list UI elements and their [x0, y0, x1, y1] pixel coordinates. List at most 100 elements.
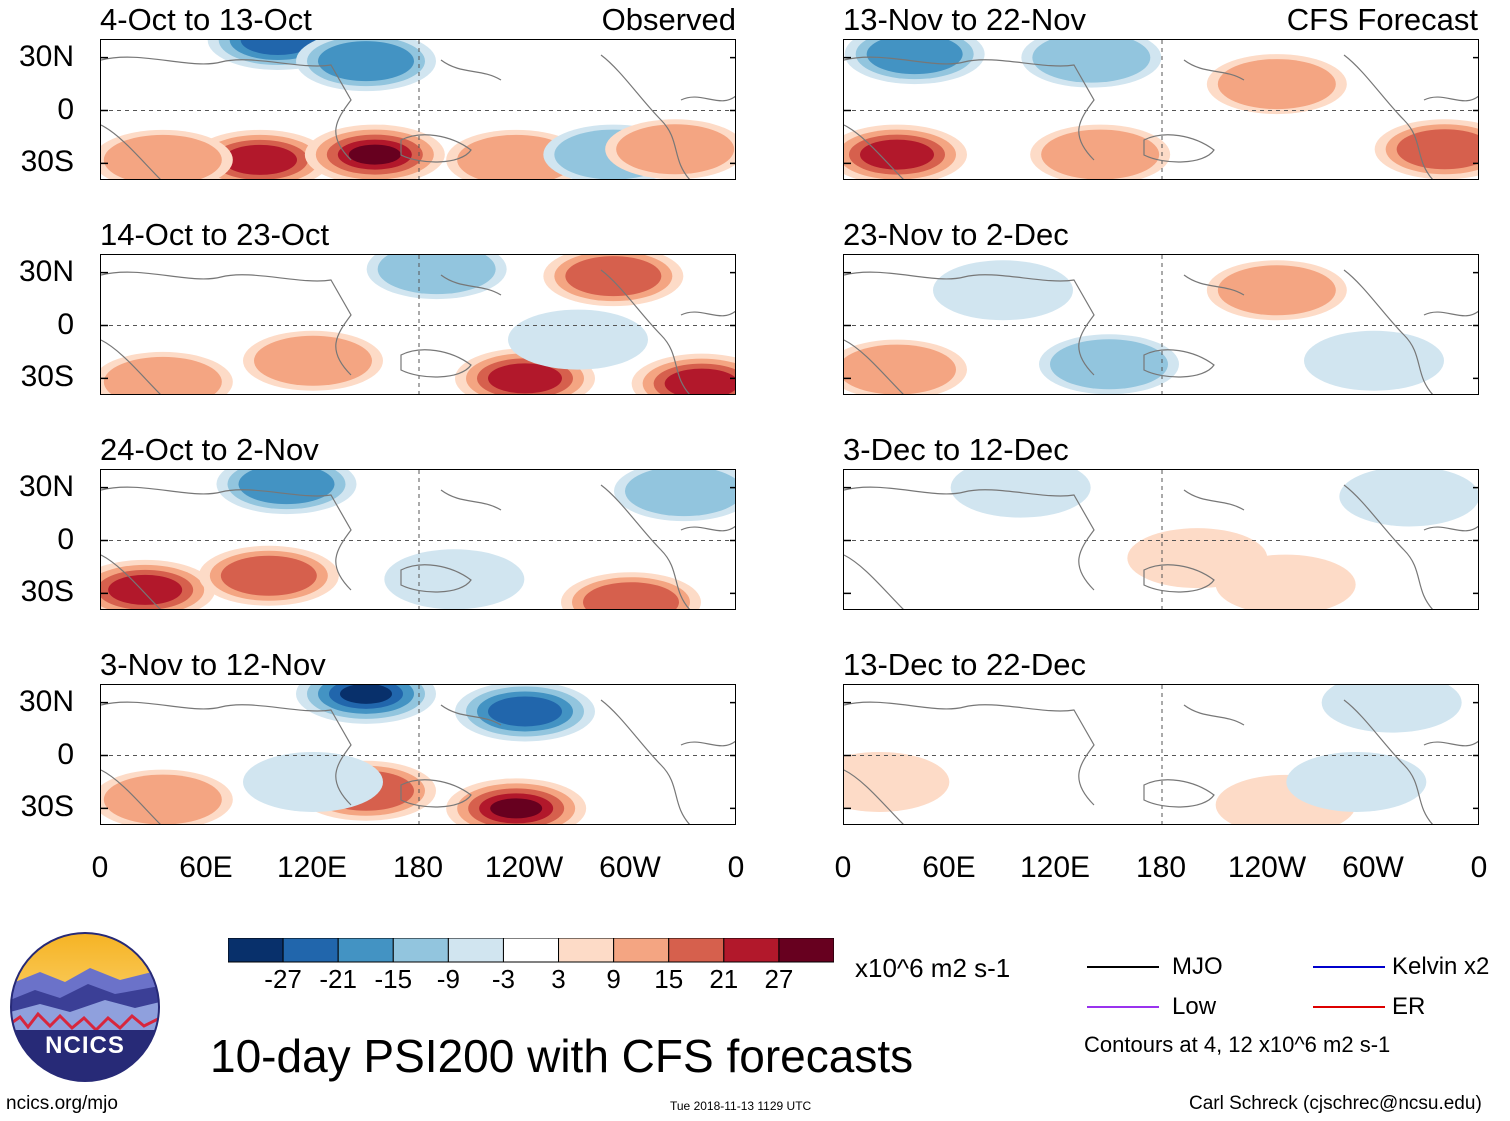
x-tick-right-180: 180 — [1135, 851, 1187, 884]
y-tick-label: 0 — [57, 737, 74, 771]
coastline-5 — [400, 349, 472, 378]
map-svg-5 — [844, 40, 1478, 179]
coastline-1 — [101, 486, 352, 591]
anomaly-level — [103, 134, 222, 179]
colorbar-tick: 3 — [551, 964, 566, 994]
map-panel-5 — [843, 39, 1479, 180]
anomaly-6 — [1206, 54, 1347, 115]
anomaly-level — [844, 344, 956, 394]
y-tick-label: 30N — [18, 469, 74, 503]
anomaly-level — [1217, 265, 1336, 316]
map-svg-4 — [101, 685, 735, 824]
coastline-5 — [1143, 564, 1215, 593]
anomaly-level — [1321, 685, 1462, 733]
anomaly-level — [1215, 554, 1356, 609]
colorbar-tick: 21 — [709, 964, 739, 994]
anomaly-level — [254, 335, 372, 386]
anomaly-4 — [304, 124, 445, 179]
anomaly-3 — [1215, 554, 1356, 609]
anomaly-level — [240, 40, 315, 55]
coastline-2 — [1183, 59, 1245, 81]
coastline-3 — [1343, 484, 1434, 609]
panel-title-6: 23-Nov to 2-Dec — [843, 217, 1069, 252]
x-tick-left-180: 180 — [392, 851, 444, 884]
colorbar-swatch-4 — [392, 938, 449, 963]
anomaly-5 — [446, 778, 587, 824]
anomaly-6 — [561, 572, 701, 609]
anomaly-2 — [844, 339, 967, 394]
coastline-2 — [440, 59, 502, 81]
footer-url: ncics.org/mjo — [6, 1093, 118, 1114]
anomaly-4 — [198, 545, 339, 606]
map-svg-1 — [101, 40, 735, 179]
anomaly-5 — [1304, 330, 1444, 391]
x-tick-right-60e: 60E — [922, 851, 976, 884]
y-tick-label: 30N — [18, 39, 74, 73]
map-panel-2 — [100, 254, 736, 395]
coastline-1 — [101, 701, 352, 806]
panel-title-8: 13-Dec to 22-Dec — [843, 647, 1086, 682]
y-tick-label: 0 — [57, 307, 74, 341]
x-tick-left-0: 0 — [91, 851, 109, 884]
anomaly-3 — [1039, 334, 1179, 394]
y-tick-label: 30N — [18, 254, 74, 288]
anomaly-8 — [605, 119, 735, 179]
colorbar-tick: 9 — [606, 964, 621, 994]
coastline-5 — [400, 134, 472, 163]
colorbar-swatch-3 — [337, 938, 394, 963]
legend-low: Low — [1172, 993, 1217, 1020]
map-svg-3 — [101, 470, 735, 609]
footer-author: Carl Schreck (cjschrec@ncsu.edu) — [1189, 1093, 1482, 1114]
colorbar-tick: 27 — [764, 964, 794, 994]
coastline-2 — [1183, 274, 1245, 296]
x-tick-left-120e: 120E — [276, 851, 348, 884]
coastline-1 — [101, 271, 352, 376]
anomaly-5 — [631, 353, 735, 394]
coastline-6 — [101, 339, 161, 394]
coastline-2 — [440, 274, 502, 296]
colorbar-units: x10^6 m2 s-1 — [855, 953, 1011, 983]
anomaly-5 — [384, 549, 525, 609]
coastline-3 — [600, 269, 691, 394]
coastline-6 — [844, 554, 904, 609]
anomaly-6 — [243, 751, 383, 812]
anomaly-level — [220, 555, 317, 596]
coastline-2 — [440, 704, 502, 726]
map-panel-6 — [843, 254, 1479, 395]
anomaly-level — [488, 363, 562, 394]
anomaly-level — [625, 470, 735, 517]
coastline-4 — [680, 740, 735, 747]
anomaly-level — [508, 309, 648, 370]
anomaly-5 — [101, 129, 233, 179]
coastline-4 — [1423, 95, 1478, 102]
anomaly-level — [866, 40, 963, 75]
anomaly-3 — [101, 351, 233, 394]
anomaly-level — [1217, 59, 1336, 110]
anomaly-3 — [1286, 751, 1427, 812]
anomaly-level — [1032, 40, 1151, 83]
x-tick-left-60w: 60W — [599, 851, 661, 884]
observed-label: Observed — [601, 2, 736, 37]
anomaly-level — [490, 798, 543, 819]
x-tick-right-120e: 120E — [1019, 851, 1091, 884]
anomaly-1 — [950, 470, 1091, 518]
colorbar-tick: -21 — [319, 964, 357, 994]
anomaly-level — [1286, 751, 1427, 812]
y-tick-label: 30N — [18, 684, 74, 718]
colorbar-swatch-9 — [668, 938, 725, 963]
anomaly-1 — [844, 751, 950, 812]
panel-title-2: 14-Oct to 23-Oct — [100, 217, 330, 252]
anomaly-level — [1339, 470, 1478, 527]
anomaly-3 — [844, 124, 967, 179]
y-tick-label: 0 — [57, 92, 74, 126]
map-panel-7 — [843, 469, 1479, 610]
anomaly-level — [583, 582, 679, 609]
anomaly-2 — [1021, 40, 1162, 88]
coastline-3 — [1343, 54, 1434, 179]
anomaly-level — [340, 685, 392, 704]
anomaly-2 — [614, 470, 735, 522]
anomaly-level — [860, 139, 934, 170]
anomaly-3 — [101, 559, 216, 609]
coastline-4 — [680, 95, 735, 102]
coastline-3 — [1343, 699, 1434, 824]
